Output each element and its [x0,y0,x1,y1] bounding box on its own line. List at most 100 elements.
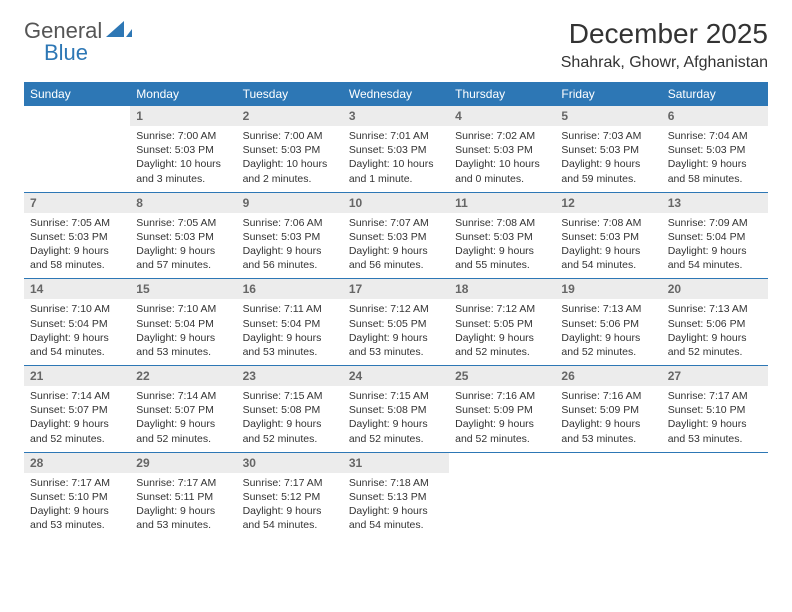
day-details: Sunrise: 7:11 AMSunset: 5:04 PMDaylight:… [237,299,343,365]
calendar-cell [24,106,130,192]
day-number: 19 [555,279,661,299]
day-number: 29 [130,453,236,473]
day-number: 5 [555,106,661,126]
day-number: 18 [449,279,555,299]
day-number: 11 [449,193,555,213]
calendar-cell: 27Sunrise: 7:17 AMSunset: 5:10 PMDayligh… [662,366,768,453]
day-number: 7 [24,193,130,213]
day-details: Sunrise: 7:17 AMSunset: 5:10 PMDaylight:… [662,386,768,452]
day-details: Sunrise: 7:15 AMSunset: 5:08 PMDaylight:… [343,386,449,452]
day-details: Sunrise: 7:13 AMSunset: 5:06 PMDaylight:… [662,299,768,365]
calendar-cell: 19Sunrise: 7:13 AMSunset: 5:06 PMDayligh… [555,279,661,366]
calendar-cell: 3Sunrise: 7:01 AMSunset: 5:03 PMDaylight… [343,106,449,192]
day-number: 8 [130,193,236,213]
day-number: 15 [130,279,236,299]
header: General Blue December 2025 Shahrak, Ghow… [24,18,768,72]
calendar-cell: 30Sunrise: 7:17 AMSunset: 5:12 PMDayligh… [237,452,343,538]
calendar-table: SundayMondayTuesdayWednesdayThursdayFrid… [24,82,768,538]
calendar-cell [449,452,555,538]
day-details: Sunrise: 7:02 AMSunset: 5:03 PMDaylight:… [449,126,555,192]
day-details: Sunrise: 7:18 AMSunset: 5:13 PMDaylight:… [343,473,449,539]
calendar-cell: 29Sunrise: 7:17 AMSunset: 5:11 PMDayligh… [130,452,236,538]
calendar-cell: 12Sunrise: 7:08 AMSunset: 5:03 PMDayligh… [555,192,661,279]
day-details: Sunrise: 7:10 AMSunset: 5:04 PMDaylight:… [24,299,130,365]
weekday-header: Monday [130,82,236,106]
calendar-cell: 18Sunrise: 7:12 AMSunset: 5:05 PMDayligh… [449,279,555,366]
day-number: 1 [130,106,236,126]
calendar-cell: 1Sunrise: 7:00 AMSunset: 5:03 PMDaylight… [130,106,236,192]
day-number: 30 [237,453,343,473]
calendar-cell [662,452,768,538]
day-details: Sunrise: 7:17 AMSunset: 5:10 PMDaylight:… [24,473,130,539]
calendar-cell: 25Sunrise: 7:16 AMSunset: 5:09 PMDayligh… [449,366,555,453]
day-number: 20 [662,279,768,299]
day-details: Sunrise: 7:08 AMSunset: 5:03 PMDaylight:… [555,213,661,279]
calendar-cell: 26Sunrise: 7:16 AMSunset: 5:09 PMDayligh… [555,366,661,453]
day-number: 27 [662,366,768,386]
calendar-cell: 13Sunrise: 7:09 AMSunset: 5:04 PMDayligh… [662,192,768,279]
day-details: Sunrise: 7:03 AMSunset: 5:03 PMDaylight:… [555,126,661,192]
day-details: Sunrise: 7:16 AMSunset: 5:09 PMDaylight:… [555,386,661,452]
logo-text-blue: Blue [44,40,88,65]
calendar-body: 1Sunrise: 7:00 AMSunset: 5:03 PMDaylight… [24,106,768,538]
calendar-cell: 5Sunrise: 7:03 AMSunset: 5:03 PMDaylight… [555,106,661,192]
calendar-cell: 2Sunrise: 7:00 AMSunset: 5:03 PMDaylight… [237,106,343,192]
weekday-header: Saturday [662,82,768,106]
day-details: Sunrise: 7:07 AMSunset: 5:03 PMDaylight:… [343,213,449,279]
calendar-cell: 31Sunrise: 7:18 AMSunset: 5:13 PMDayligh… [343,452,449,538]
day-number: 26 [555,366,661,386]
calendar-cell: 24Sunrise: 7:15 AMSunset: 5:08 PMDayligh… [343,366,449,453]
day-number: 6 [662,106,768,126]
day-number: 3 [343,106,449,126]
day-number: 21 [24,366,130,386]
day-number: 17 [343,279,449,299]
day-details: Sunrise: 7:05 AMSunset: 5:03 PMDaylight:… [130,213,236,279]
day-details: Sunrise: 7:10 AMSunset: 5:04 PMDaylight:… [130,299,236,365]
day-number: 12 [555,193,661,213]
calendar-cell: 16Sunrise: 7:11 AMSunset: 5:04 PMDayligh… [237,279,343,366]
calendar-cell: 28Sunrise: 7:17 AMSunset: 5:10 PMDayligh… [24,452,130,538]
day-number: 10 [343,193,449,213]
day-number: 13 [662,193,768,213]
day-number: 22 [130,366,236,386]
calendar-cell: 23Sunrise: 7:15 AMSunset: 5:08 PMDayligh… [237,366,343,453]
calendar-cell: 8Sunrise: 7:05 AMSunset: 5:03 PMDaylight… [130,192,236,279]
day-number: 4 [449,106,555,126]
weekday-header: Wednesday [343,82,449,106]
weekday-header: Tuesday [237,82,343,106]
day-number: 9 [237,193,343,213]
calendar-cell: 9Sunrise: 7:06 AMSunset: 5:03 PMDaylight… [237,192,343,279]
day-details: Sunrise: 7:00 AMSunset: 5:03 PMDaylight:… [237,126,343,192]
weekday-header-row: SundayMondayTuesdayWednesdayThursdayFrid… [24,82,768,106]
day-details: Sunrise: 7:12 AMSunset: 5:05 PMDaylight:… [449,299,555,365]
calendar-cell: 15Sunrise: 7:10 AMSunset: 5:04 PMDayligh… [130,279,236,366]
calendar-row: 1Sunrise: 7:00 AMSunset: 5:03 PMDaylight… [24,106,768,192]
calendar-cell: 10Sunrise: 7:07 AMSunset: 5:03 PMDayligh… [343,192,449,279]
day-details: Sunrise: 7:14 AMSunset: 5:07 PMDaylight:… [24,386,130,452]
calendar-row: 14Sunrise: 7:10 AMSunset: 5:04 PMDayligh… [24,279,768,366]
weekday-header: Sunday [24,82,130,106]
calendar-cell: 17Sunrise: 7:12 AMSunset: 5:05 PMDayligh… [343,279,449,366]
calendar-cell: 11Sunrise: 7:08 AMSunset: 5:03 PMDayligh… [449,192,555,279]
calendar-row: 7Sunrise: 7:05 AMSunset: 5:03 PMDaylight… [24,192,768,279]
calendar-cell: 22Sunrise: 7:14 AMSunset: 5:07 PMDayligh… [130,366,236,453]
calendar-row: 28Sunrise: 7:17 AMSunset: 5:10 PMDayligh… [24,452,768,538]
calendar-cell: 6Sunrise: 7:04 AMSunset: 5:03 PMDaylight… [662,106,768,192]
day-details: Sunrise: 7:05 AMSunset: 5:03 PMDaylight:… [24,213,130,279]
day-number: 25 [449,366,555,386]
day-details: Sunrise: 7:15 AMSunset: 5:08 PMDaylight:… [237,386,343,452]
day-details: Sunrise: 7:17 AMSunset: 5:11 PMDaylight:… [130,473,236,539]
logo-sail-icon [106,19,132,44]
calendar-cell: 4Sunrise: 7:02 AMSunset: 5:03 PMDaylight… [449,106,555,192]
calendar-row: 21Sunrise: 7:14 AMSunset: 5:07 PMDayligh… [24,366,768,453]
day-number: 14 [24,279,130,299]
day-number: 23 [237,366,343,386]
day-details: Sunrise: 7:13 AMSunset: 5:06 PMDaylight:… [555,299,661,365]
location-text: Shahrak, Ghowr, Afghanistan [561,54,768,72]
weekday-header: Thursday [449,82,555,106]
month-title: December 2025 [561,18,768,50]
day-details: Sunrise: 7:17 AMSunset: 5:12 PMDaylight:… [237,473,343,539]
day-details: Sunrise: 7:08 AMSunset: 5:03 PMDaylight:… [449,213,555,279]
day-details: Sunrise: 7:01 AMSunset: 5:03 PMDaylight:… [343,126,449,192]
day-number: 31 [343,453,449,473]
